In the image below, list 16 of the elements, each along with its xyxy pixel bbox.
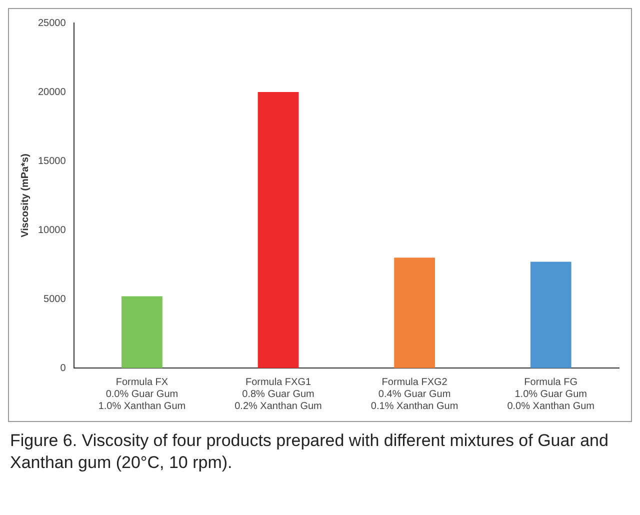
x-tick-label: Formula FXG1 0.8% Guar Gum 0.2% Xanthan Gum <box>234 376 322 412</box>
y-axis-title: Viscosity (mPa*s) <box>20 154 31 238</box>
y-tick-label: 0 <box>60 362 66 374</box>
bar <box>530 262 572 368</box>
y-tick-label: 5000 <box>44 294 66 305</box>
y-tick-label: 25000 <box>38 18 66 29</box>
bar <box>122 296 162 368</box>
y-tick-label: 15000 <box>38 156 66 167</box>
x-tick-label: Formula FX 0.0% Guar Gum 1.0% Xanthan Gum <box>98 376 186 412</box>
bar <box>258 92 299 368</box>
caption: Figure 6. Viscosity of four products prepared with different mixtures of Guar and Xanthan gum (20°C, 10 rpm). <box>10 430 610 474</box>
y-tick-label: 10000 <box>38 224 66 236</box>
x-tick-label: Formula FG 1.0% Guar Gum 0.0% Xanthan Gum <box>507 376 594 412</box>
x-tick-label: Formula FXG2 0.4% Guar Gum 0.1% Xanthan Gum <box>370 376 458 412</box>
y-tick-label: 20000 <box>38 86 66 98</box>
bar <box>394 258 435 368</box>
